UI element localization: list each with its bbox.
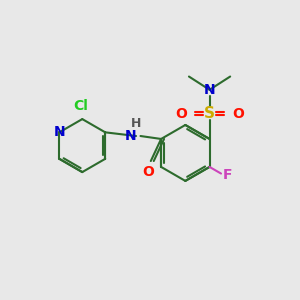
Text: O: O — [142, 166, 154, 179]
Text: O: O — [232, 107, 244, 121]
Text: Cl: Cl — [74, 99, 88, 113]
Text: S: S — [204, 106, 215, 122]
Text: N: N — [204, 83, 215, 97]
Text: O: O — [175, 107, 187, 121]
Text: N: N — [124, 129, 136, 143]
Text: N: N — [53, 125, 65, 139]
Text: F: F — [223, 168, 232, 182]
Text: H: H — [131, 116, 141, 130]
